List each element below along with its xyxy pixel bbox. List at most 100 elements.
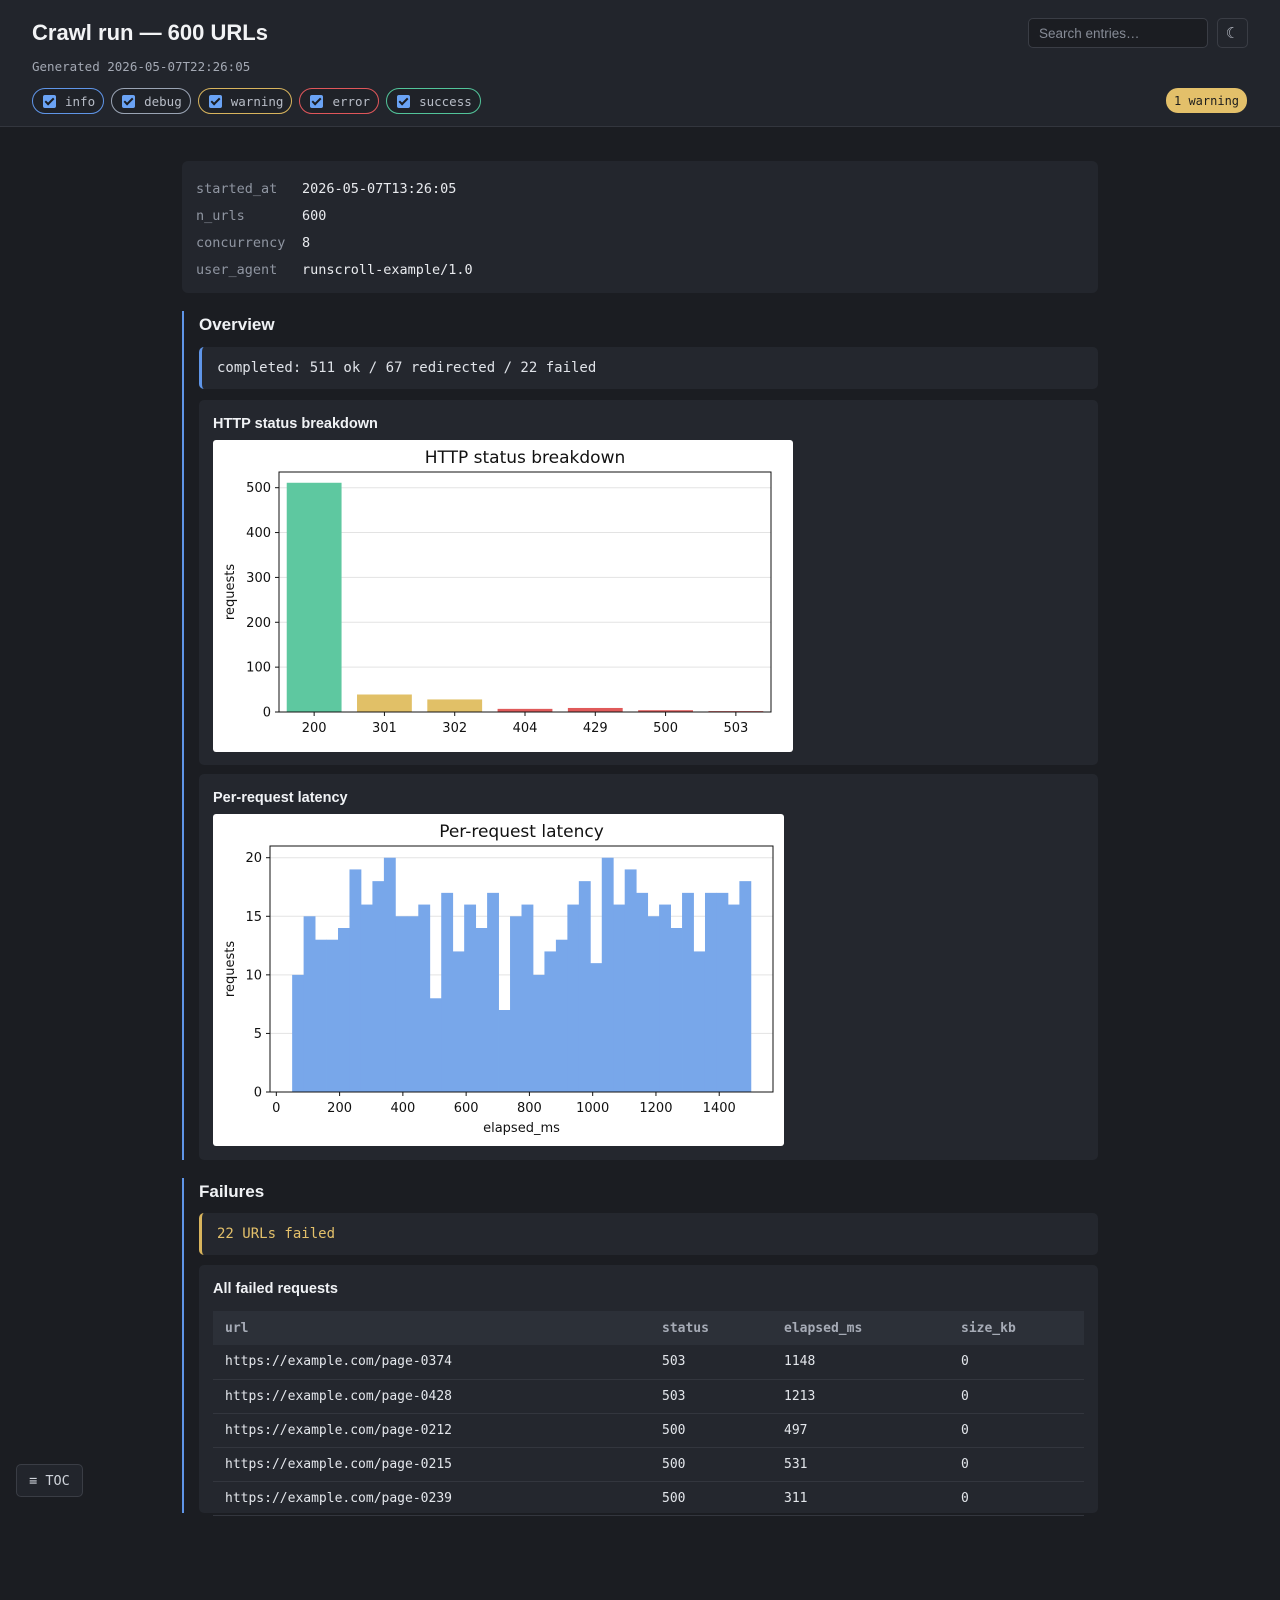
column-header-elapsed[interactable]: elapsed_ms: [772, 1311, 949, 1345]
cell-elapsed: 497: [772, 1413, 949, 1448]
meta-row: started_at 2026-05-07T13:26:05: [196, 175, 1084, 202]
histogram-bar: [315, 939, 327, 1092]
meta-key: concurrency: [196, 234, 286, 251]
histogram-bar: [567, 904, 580, 1092]
cell-elapsed: 531: [772, 1447, 949, 1482]
histogram-bar: [441, 892, 454, 1092]
table-header-row: url status elapsed_ms size_kb: [213, 1311, 1084, 1345]
table-row: https://example.com/page-0212 500 497 0: [213, 1413, 1084, 1448]
x-tick-label: 200: [302, 721, 327, 736]
histogram-bar: [292, 974, 305, 1092]
page-title: Crawl run — 600 URLs: [32, 20, 268, 45]
checkbox-icon[interactable]: [310, 94, 324, 108]
histogram-bar: [452, 951, 465, 1092]
cell-status: 503: [650, 1379, 772, 1414]
meta-value: 8: [302, 234, 311, 251]
bar: [286, 482, 342, 712]
histogram-bar: [326, 939, 339, 1092]
section-title[interactable]: Overview: [199, 315, 275, 334]
histogram-bar: [383, 857, 396, 1092]
filter-success[interactable]: success: [386, 88, 481, 114]
histogram-bar: [395, 916, 408, 1092]
histogram-bar: [578, 881, 591, 1092]
x-tick-label: 301: [372, 721, 397, 736]
x-tick-label: 1000: [576, 1101, 609, 1116]
checkbox-icon[interactable]: [208, 94, 222, 108]
moon-icon: ☾: [1225, 25, 1240, 42]
plot-frame: [269, 845, 774, 1093]
histogram-bar: [464, 904, 477, 1092]
checkbox-icon[interactable]: [397, 94, 411, 108]
meta-key: n_urls: [196, 207, 245, 224]
y-tick-label: 5: [254, 1027, 262, 1042]
meta-key: user_agent: [196, 261, 278, 278]
checkbox-icon[interactable]: [122, 94, 136, 108]
cell-elapsed: 1213: [772, 1379, 949, 1414]
filter-error[interactable]: error: [299, 88, 380, 114]
histogram-bar: [739, 881, 752, 1092]
table-row: https://example.com/page-0374 503 1148 0: [213, 1345, 1084, 1380]
x-tick-label: 429: [583, 721, 608, 736]
column-header-status[interactable]: status: [650, 1311, 772, 1345]
card-title: Per-request latency: [213, 790, 348, 806]
status-chart-card: HTTP status breakdown HTTP status breakd…: [199, 400, 1098, 765]
failed-requests-table: url status elapsed_ms size_kb https://ex…: [213, 1311, 1084, 1516]
chart-title: Per-request latency: [439, 822, 604, 842]
y-tick-label: 0: [263, 706, 271, 721]
histogram-bar: [521, 904, 534, 1092]
bar: [497, 708, 553, 712]
status-chart: HTTP status breakdown 0 100 200 300 400 500 200…: [223, 448, 772, 736]
cell-size: 0: [949, 1481, 1084, 1516]
status-chart-plot: HTTP status breakdown 0 100 200 300 400 500 200…: [213, 440, 793, 752]
x-axis-label: elapsed_ms: [483, 1121, 560, 1136]
x-tick-label: 503: [723, 721, 748, 736]
cell-elapsed: 1148: [772, 1345, 949, 1380]
histogram-bar: [372, 881, 385, 1092]
warning-count-badge[interactable]: 1 warning: [1166, 88, 1248, 113]
latency-chart-plot: Per-request latency 0 5 10 15 20 0 200 400 600 800…: [213, 814, 784, 1146]
histogram-bar: [624, 869, 637, 1092]
meta-row: n_urls 600: [196, 202, 1084, 229]
latency-chart-card: Per-request latency Per-request latency 0…: [199, 774, 1098, 1160]
histogram-bar: [636, 892, 649, 1092]
y-tick-label: 200: [246, 616, 271, 631]
histogram-bar: [303, 916, 316, 1092]
x-tick-label: 1400: [703, 1101, 736, 1116]
failed-requests-card: All failed requests url status elapsed_m…: [199, 1265, 1098, 1516]
search-input[interactable]: [1028, 18, 1208, 48]
histogram-bar: [338, 928, 350, 1092]
y-tick-label: 10: [245, 968, 262, 983]
card-title: HTTP status breakdown: [213, 416, 378, 432]
x-tick-label: 400: [390, 1101, 415, 1116]
filter-debug[interactable]: debug: [111, 88, 191, 114]
toc-button[interactable]: ≡ TOC: [16, 1464, 83, 1497]
theme-toggle-button[interactable]: ☾: [1217, 18, 1248, 48]
checkbox-icon[interactable]: [43, 94, 56, 108]
column-header-url[interactable]: url: [213, 1311, 650, 1345]
y-axis-label: requests: [223, 941, 238, 997]
column-header-size[interactable]: size_kb: [949, 1311, 1084, 1345]
y-tick-label: 20: [245, 851, 262, 866]
cell-url: https://example.com/page-0212: [213, 1413, 650, 1448]
filter-label: error: [332, 93, 371, 109]
histogram-bar: [555, 939, 568, 1092]
histogram-bar: [406, 916, 419, 1092]
cell-size: 0: [949, 1413, 1084, 1448]
histogram-bar: [613, 904, 626, 1092]
meta-row: concurrency 8: [196, 229, 1084, 256]
x-tick-label: 404: [513, 721, 538, 736]
filter-warning[interactable]: warning: [197, 88, 293, 114]
histogram-bar: [498, 1010, 511, 1092]
y-tick-label: 400: [246, 526, 271, 541]
cell-size: 0: [949, 1379, 1084, 1414]
table-row: https://example.com/page-0428 503 1213 0: [213, 1379, 1084, 1414]
section-title[interactable]: Failures: [199, 1182, 265, 1201]
cell-elapsed: 311: [772, 1481, 949, 1516]
top-bar: Crawl run — 600 URLs Generated 2026-05-0…: [0, 0, 1280, 127]
failures-section: Failures 22 URLs failed All failed reque…: [182, 1178, 1098, 1516]
cell-status: 500: [650, 1447, 772, 1482]
generated-timestamp: Generated 2026-05-07T22:26:05: [32, 59, 251, 74]
meta-row: user_agent runscroll-example/1.0: [196, 256, 1084, 283]
filter-info[interactable]: info: [32, 88, 105, 114]
